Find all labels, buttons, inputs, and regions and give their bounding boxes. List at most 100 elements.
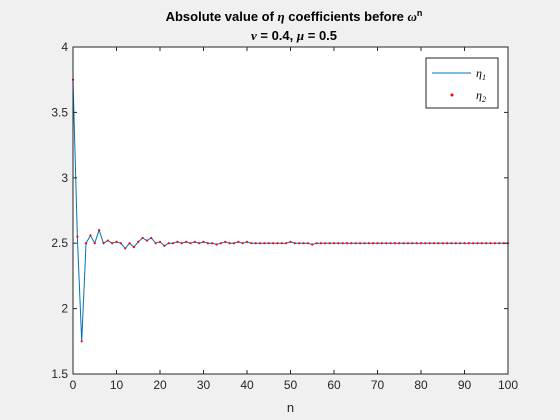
data-point-eta2 xyxy=(437,242,440,245)
y-tick-label: 3 xyxy=(61,171,68,185)
legend-label-symbol: η xyxy=(476,66,482,80)
x-tick-label: 40 xyxy=(240,378,254,392)
data-point-eta2 xyxy=(428,242,431,245)
x-tick-label: 100 xyxy=(498,378,518,392)
legend-label-symbol: η xyxy=(476,88,482,102)
data-point-eta2 xyxy=(124,247,127,250)
data-point-eta2 xyxy=(472,242,475,245)
subtitle-text-part: = 0.4, xyxy=(257,28,297,43)
x-tick-label: 80 xyxy=(414,378,428,392)
x-tick-label: 60 xyxy=(327,378,341,392)
data-point-eta2 xyxy=(185,240,188,243)
data-point-eta2 xyxy=(98,229,101,232)
chart-subtitle: ν = 0.4, μ = 0.5 xyxy=(251,28,337,43)
data-point-eta2 xyxy=(76,235,79,238)
x-tick-label: 20 xyxy=(153,378,167,392)
data-point-eta2 xyxy=(280,242,283,245)
data-point-eta2 xyxy=(111,242,114,245)
data-point-eta2 xyxy=(145,239,149,242)
data-point-eta2 xyxy=(398,242,401,245)
data-point-eta2 xyxy=(354,242,357,245)
subtitle-text-part: = 0.5 xyxy=(304,28,337,43)
data-point-eta2 xyxy=(459,242,462,245)
data-point-eta2 xyxy=(363,242,366,245)
data-point-eta2 xyxy=(285,242,288,245)
data-point-eta2 xyxy=(102,242,105,245)
data-point-eta2 xyxy=(372,242,375,245)
data-point-eta2 xyxy=(345,242,349,245)
data-point-eta2 xyxy=(432,242,436,245)
x-tick-label: 50 xyxy=(284,378,298,392)
data-point-eta2 xyxy=(198,242,201,245)
plot-layer xyxy=(71,78,510,343)
data-point-eta2 xyxy=(306,242,309,245)
data-point-eta2 xyxy=(502,242,505,245)
data-point-eta2 xyxy=(237,240,240,243)
data-point-eta2 xyxy=(250,242,253,245)
data-point-eta2 xyxy=(245,240,249,243)
x-tick-label: 70 xyxy=(371,378,385,392)
data-point-eta2 xyxy=(154,242,157,245)
data-point-eta2 xyxy=(389,242,392,245)
data-point-eta2 xyxy=(289,240,292,243)
data-point-eta2 xyxy=(84,242,88,245)
data-point-eta2 xyxy=(367,242,370,245)
title-text-part: coefficients before xyxy=(285,9,408,24)
data-point-eta2 xyxy=(171,242,175,245)
data-point-eta2 xyxy=(167,242,170,245)
data-point-eta2 xyxy=(332,242,336,245)
data-point-eta2 xyxy=(241,242,244,245)
y-tick-label: 1.5 xyxy=(51,367,68,381)
data-point-eta2 xyxy=(215,243,218,246)
data-point-eta2 xyxy=(115,240,118,243)
data-point-eta2 xyxy=(202,240,205,243)
data-point-eta2 xyxy=(498,242,501,245)
data-point-eta2 xyxy=(254,242,257,245)
title-superscript: n xyxy=(417,8,423,18)
data-point-eta2 xyxy=(193,240,196,243)
x-tick-label: 0 xyxy=(70,378,77,392)
data-point-eta2 xyxy=(211,242,214,245)
data-point-eta2 xyxy=(119,242,122,245)
data-point-eta2 xyxy=(137,240,140,243)
data-point-eta2 xyxy=(224,240,227,243)
data-point-eta2 xyxy=(402,242,405,245)
data-point-eta2 xyxy=(328,242,331,245)
data-point-eta2 xyxy=(228,242,231,245)
data-point-eta2 xyxy=(467,242,470,245)
data-point-eta2 xyxy=(311,243,314,246)
title-omega-symbol: ω xyxy=(408,9,417,24)
data-point-eta2 xyxy=(89,234,92,237)
title-eta-symbol: η xyxy=(278,9,285,24)
x-tick-label: 90 xyxy=(458,378,472,392)
data-point-eta2 xyxy=(141,236,144,240)
data-point-eta2 xyxy=(463,242,466,245)
data-point-eta2 xyxy=(319,242,323,245)
legend-dot-marker xyxy=(450,93,454,97)
data-point-eta2 xyxy=(450,242,453,245)
data-point-eta2 xyxy=(276,242,279,245)
data-point-eta2 xyxy=(441,242,444,245)
data-point-eta2 xyxy=(337,242,340,245)
data-point-eta2 xyxy=(163,244,166,247)
x-tick-label: 30 xyxy=(197,378,211,392)
data-point-eta2 xyxy=(393,242,396,245)
legend-label-subscript: 2 xyxy=(482,95,486,104)
ticks-layer: 0 10 20 30 40 50 60 70 80 90 100 1.5 2 2.5 3 3.5 4 xyxy=(51,40,518,392)
data-point-eta2 xyxy=(376,242,379,245)
x-axis-label: n xyxy=(287,400,294,415)
data-point-eta2 xyxy=(158,240,162,243)
data-point-eta2 xyxy=(315,242,318,245)
data-point-eta2 xyxy=(476,242,479,245)
y-tick-label: 3.5 xyxy=(51,105,68,119)
data-point-eta2 xyxy=(298,242,301,245)
legend-label-eta2: η2 xyxy=(476,88,486,104)
data-point-eta2 xyxy=(446,242,449,245)
data-point-eta2 xyxy=(385,242,388,245)
data-point-eta2 xyxy=(359,242,362,245)
data-point-eta2 xyxy=(424,242,427,245)
data-point-eta2 xyxy=(302,242,305,245)
data-point-eta2 xyxy=(415,242,418,245)
y-tick-label: 2 xyxy=(61,302,68,316)
